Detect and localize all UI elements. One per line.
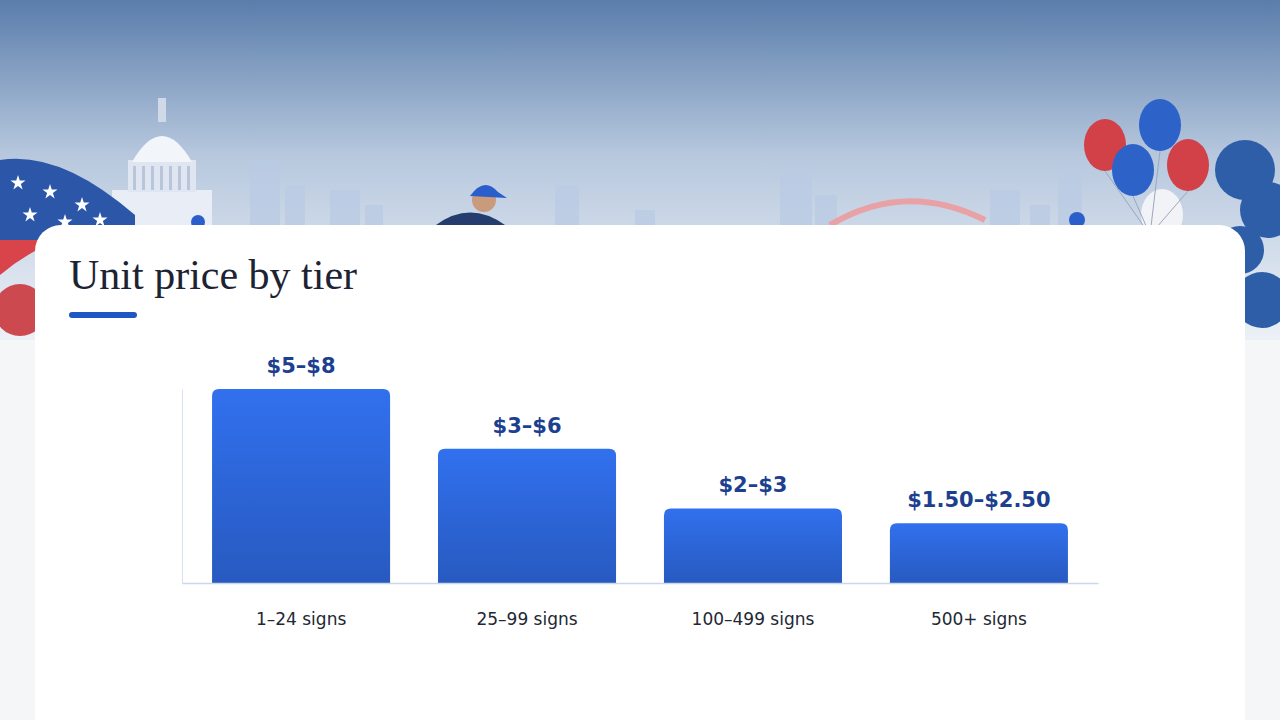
flag-star [42,184,57,198]
balloon-string [1150,151,1160,235]
person-body [436,213,505,226]
bar [212,389,390,583]
skyline-building [990,190,1020,230]
y-axis [182,390,183,584]
title-underline [69,312,137,318]
skyline-building [285,185,305,230]
balloon [1167,139,1209,191]
capitol-column [178,166,181,190]
capitol-lantern [158,98,166,122]
skyline-building [250,160,280,230]
balloon [1112,144,1154,196]
chart-container: Unit price by tier1–24 signs25–99 signs1… [0,0,1280,720]
chart-svg: Unit price by tier1–24 signs25–99 signs1… [0,0,1280,720]
bar-label: $3–$6 [493,414,562,438]
person [436,185,507,225]
bar-labels: $5–$8 $3–$6 $2–$3 $1.50–$2.50 [267,354,1051,512]
capitol-column [160,166,163,190]
capitol-column [151,166,154,190]
x-tick-label: 1–24 signs [256,609,346,629]
bars [212,389,1068,583]
capitol-drum [128,160,196,192]
capitol-column [187,166,190,190]
x-tick: 500+ signs [931,609,1027,629]
bar-label: $5–$8 [267,354,336,378]
flag-star [92,212,107,226]
bar-label: $1.50–$2.50 [907,488,1050,512]
bar [664,508,842,583]
flag-star [10,175,25,189]
chart-title: Unit price by tier [69,252,357,298]
person-cap [470,185,507,198]
skyline-building [780,175,812,230]
bar [438,449,616,583]
capitol-column [169,166,172,190]
capitol-column [142,166,145,190]
arch [830,201,985,225]
x-tick-label: 100–499 signs [692,609,815,629]
capitol-column [133,166,136,190]
x-axis-line [183,583,1099,585]
x-tick: 25–99 signs [476,609,577,629]
y-axis-line [182,390,183,584]
skyline-building [330,190,360,230]
capitol-dome [132,136,192,162]
flag-star [22,207,37,221]
flag-star [74,197,89,211]
balloon [1139,99,1181,151]
x-tick-label: 500+ signs [931,609,1027,629]
x-tick-label: 25–99 signs [476,609,577,629]
x-tick: 100–499 signs [692,609,815,629]
skyline-building [555,185,579,230]
bar-label: $2–$3 [718,473,787,497]
x-tick: 1–24 signs [256,609,346,629]
card [35,225,1245,720]
bar [890,523,1068,583]
x-axis: 1–24 signs 25–99 signs 100–499 signs 500+ s… [183,584,1099,630]
